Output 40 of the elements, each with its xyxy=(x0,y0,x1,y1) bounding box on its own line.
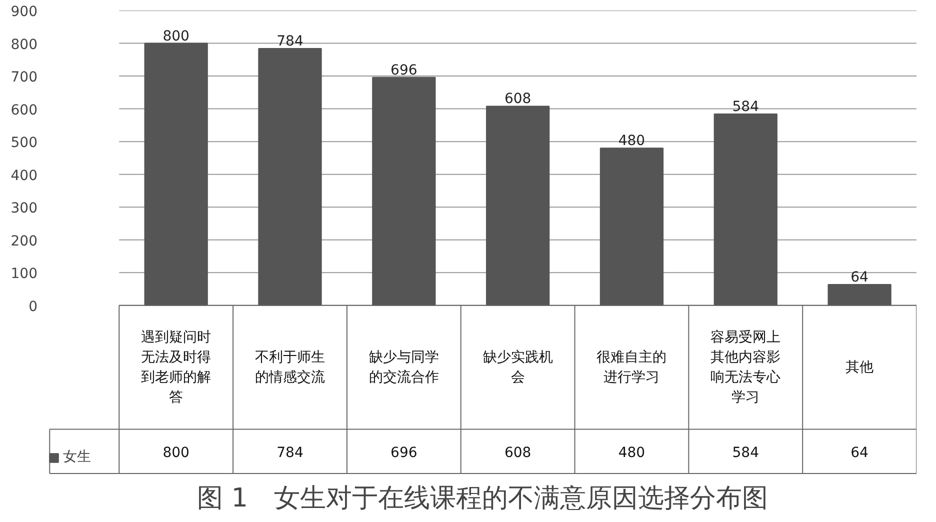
y-tick-label: 500 xyxy=(10,135,38,152)
x-tick-label: 缺少与同学的交流合作 xyxy=(368,349,439,386)
bar xyxy=(372,76,436,306)
bar xyxy=(828,284,892,306)
y-tick-label: 300 xyxy=(10,200,38,217)
y-tick-label: 600 xyxy=(10,102,38,118)
y-tick-label: 700 xyxy=(10,70,38,86)
x-tick-label: 遇到疑问时无法及时得到老师的解答 xyxy=(141,329,212,406)
data-label: 784 xyxy=(276,444,304,461)
text: 64 xyxy=(850,269,868,286)
data-label: 800 xyxy=(162,444,190,461)
text: 800 xyxy=(162,28,190,44)
x-tick-label: 很难自主的进行学习 xyxy=(596,349,667,386)
bar xyxy=(486,106,550,306)
bar xyxy=(714,114,778,306)
text: 608 xyxy=(504,91,532,108)
data-label: 696 xyxy=(390,444,418,461)
x-tick-label: 缺少实践机会 xyxy=(482,349,553,386)
bar xyxy=(258,48,322,306)
x-tick-label: 容易受网上其他内容影响无法专心学习 xyxy=(710,329,781,406)
x-tick-label: 不利于师生的情感交流 xyxy=(254,349,325,386)
legend-label: 女生 xyxy=(63,448,91,466)
y-tick-label: 200 xyxy=(10,233,38,250)
text: 784 xyxy=(276,34,304,50)
data-label: 584 xyxy=(732,444,760,461)
text: 480 xyxy=(618,133,646,150)
y-tick-label: 400 xyxy=(10,168,38,184)
text: 584 xyxy=(732,99,760,116)
x-tick-label: 其他 xyxy=(846,359,874,376)
data-label: 64 xyxy=(850,444,869,461)
bar xyxy=(600,148,664,306)
text: 图 1 女生对于在线课程的不满意原因选择分布图 xyxy=(197,484,768,514)
y-tick-label: 0 xyxy=(28,298,38,315)
data-label: 608 xyxy=(504,444,532,461)
bar xyxy=(144,42,208,306)
y-tick-label: 900 xyxy=(10,4,38,20)
y-tick-label: 100 xyxy=(10,266,38,282)
text: 696 xyxy=(390,62,418,78)
data-label: 480 xyxy=(618,444,646,461)
y-tick-label: 800 xyxy=(10,36,38,53)
